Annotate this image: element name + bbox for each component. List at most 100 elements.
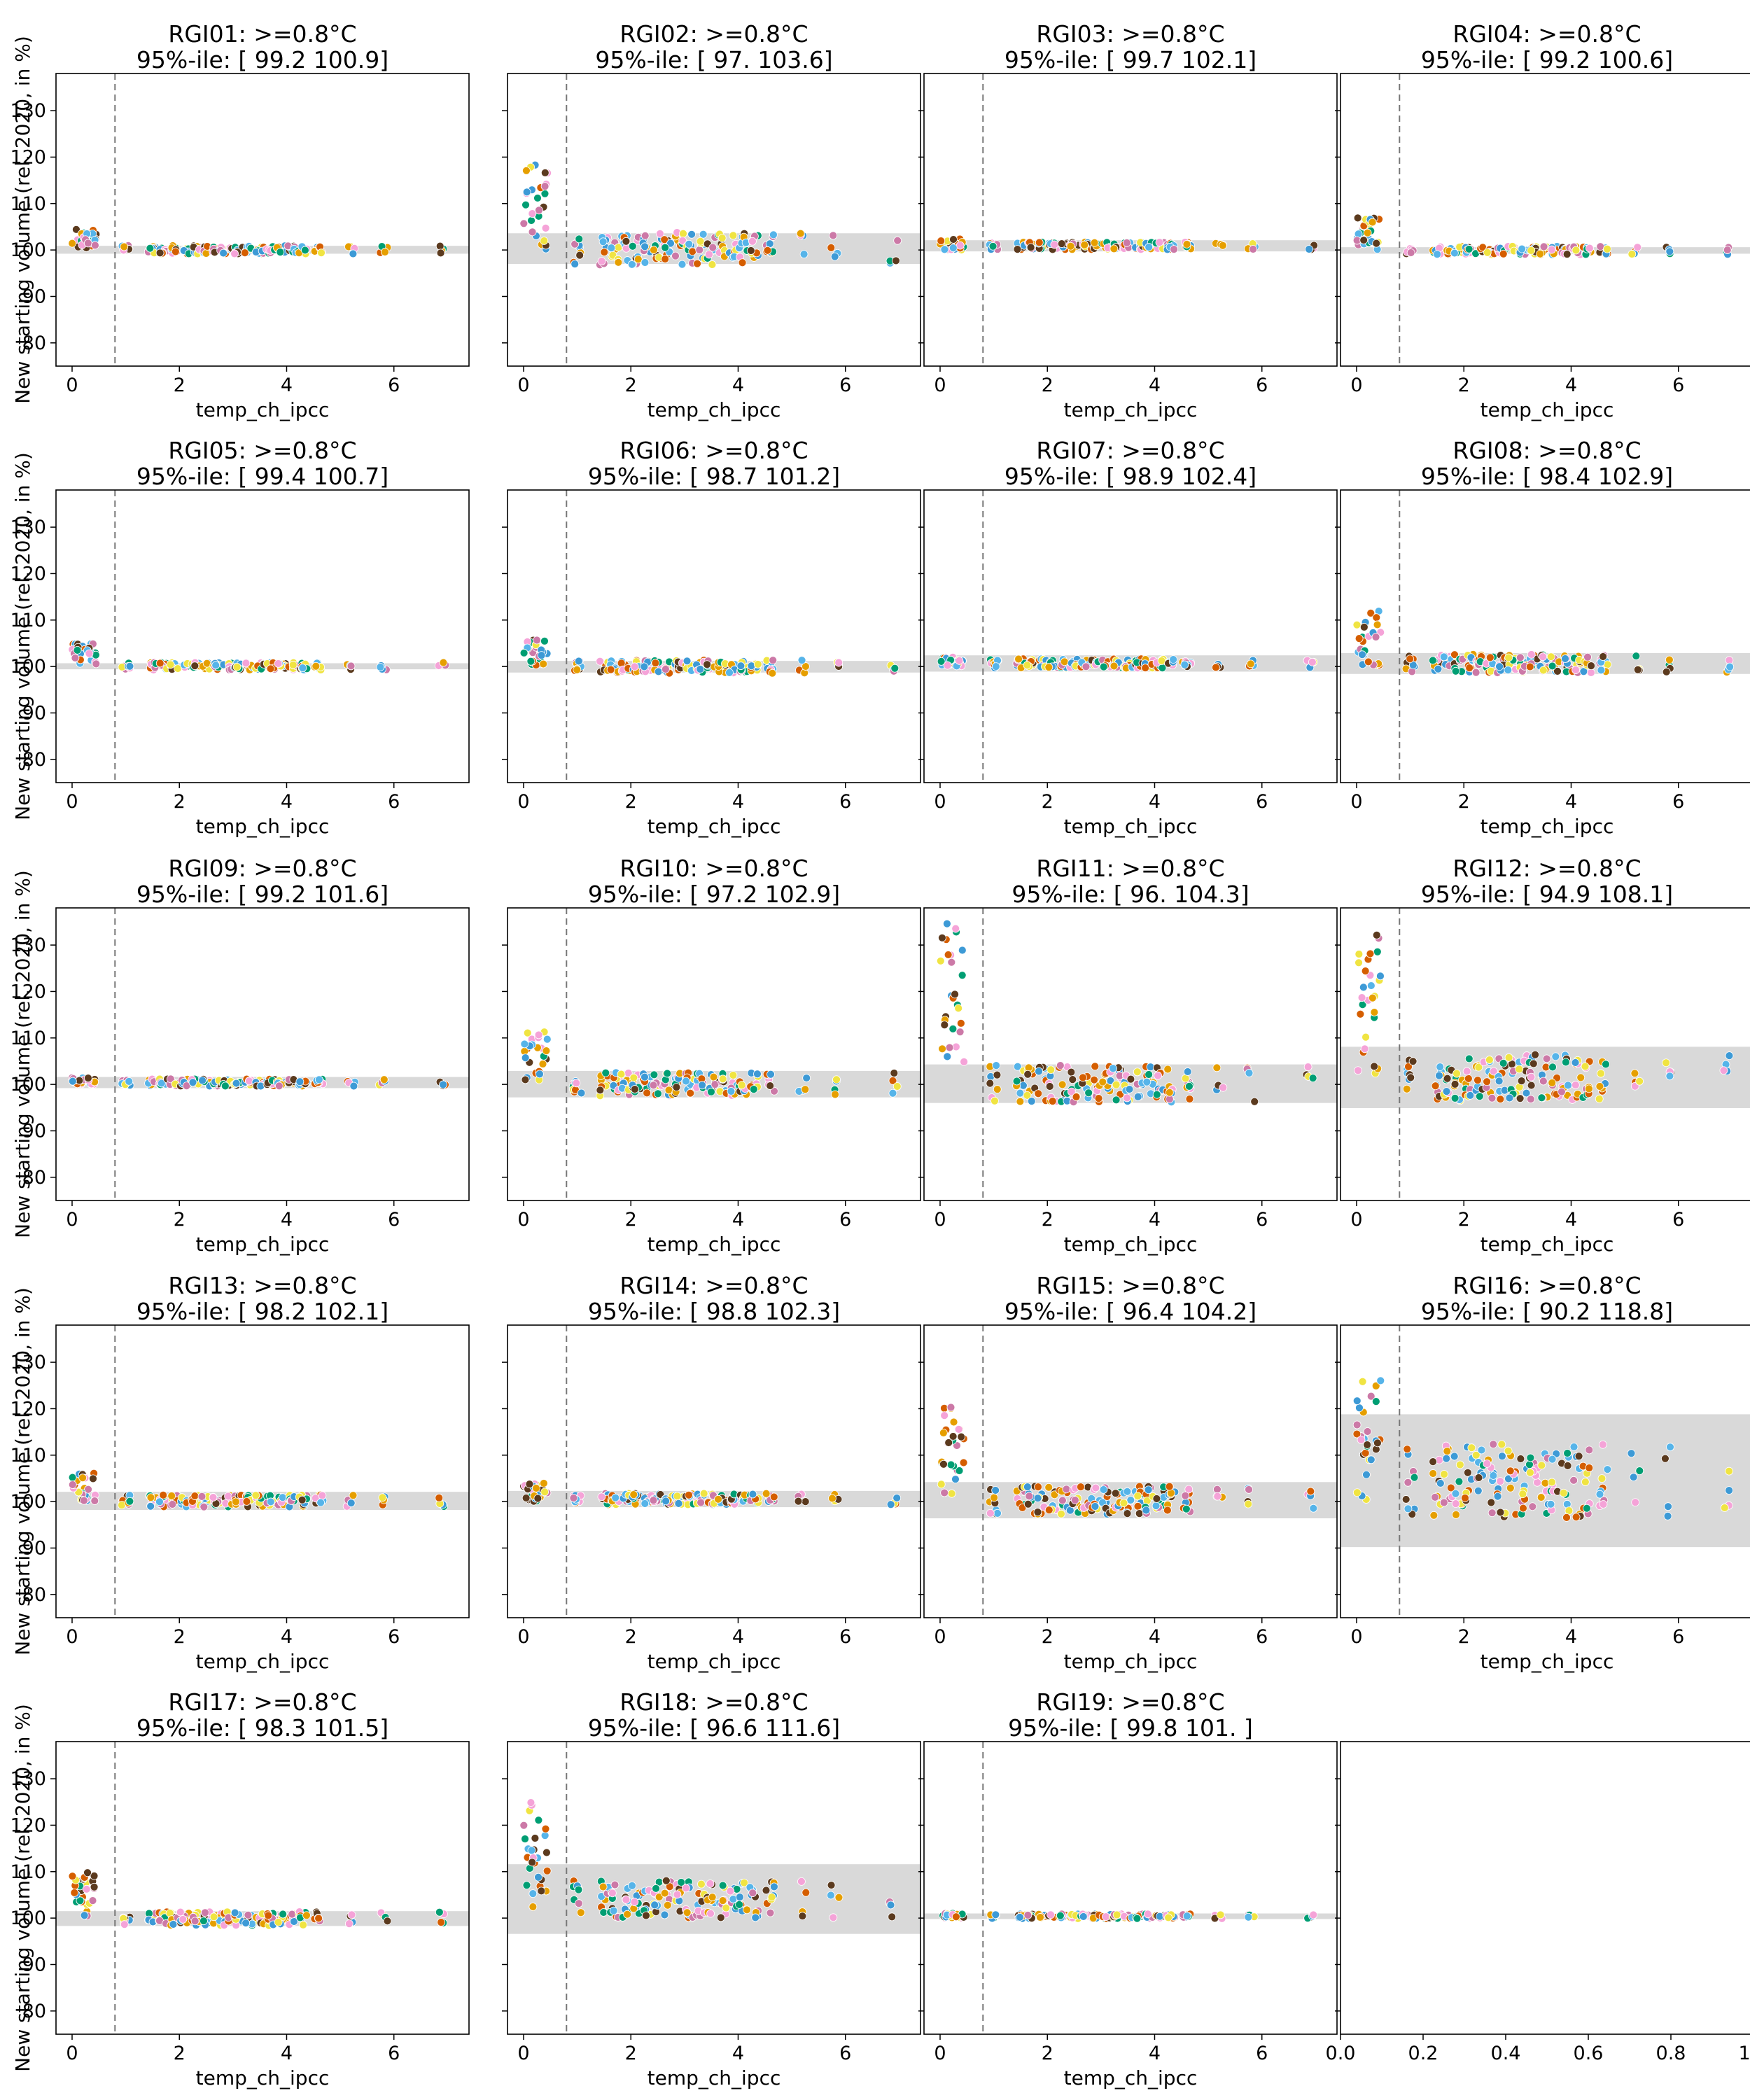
data-point: [1462, 1067, 1471, 1076]
data-point: [1372, 239, 1381, 248]
data-point: [240, 248, 249, 258]
data-point: [68, 1480, 77, 1489]
x-tick-label: 6: [839, 1626, 851, 1648]
data-point: [799, 250, 808, 259]
subplot-subtitle: 95%-ile: [ 99.2 100.9]: [136, 46, 388, 74]
data-point: [1303, 1063, 1312, 1072]
data-point: [1016, 1097, 1025, 1106]
x-tick-label: 4: [281, 1626, 293, 1648]
data-point: [1581, 1478, 1590, 1486]
subplot-rgi06: RGI06: >=0.8°C95%-ile: [ 98.7 101.2] 0 2 4 6…: [502, 437, 921, 838]
data-point: [1489, 1471, 1498, 1480]
data-point: [1410, 1473, 1419, 1482]
data-point: [85, 649, 94, 658]
data-point: [1023, 661, 1032, 670]
data-point: [1572, 666, 1580, 674]
data-point: [1431, 1492, 1439, 1502]
data-point: [958, 946, 967, 955]
data-point: [890, 664, 899, 673]
data-point: [1548, 1078, 1557, 1087]
data-point: [993, 1070, 1002, 1079]
x-axis-label: temp_ch_ipcc: [1480, 398, 1614, 421]
scatter-points: [936, 234, 1318, 254]
subplot-subtitle: 95%-ile: [ 98.7 101.2]: [588, 463, 840, 490]
data-point: [622, 1895, 631, 1904]
data-point: [1558, 1087, 1566, 1096]
data-point: [947, 958, 956, 967]
data-point: [948, 244, 958, 253]
data-point: [1111, 1489, 1120, 1498]
data-point: [68, 239, 77, 248]
data-point: [1152, 1502, 1161, 1511]
data-point: [599, 1908, 608, 1917]
data-point: [627, 260, 636, 269]
data-point: [1440, 1470, 1448, 1478]
data-point: [696, 237, 705, 246]
data-point: [1354, 958, 1363, 967]
data-point: [986, 1508, 995, 1518]
y-axis-label: New starting volume (rel. 2020, in %): [11, 870, 34, 1238]
data-point: [78, 1474, 88, 1483]
x-axis-label: temp_ch_ipcc: [648, 1650, 781, 1673]
data-point: [737, 1081, 746, 1090]
data-point: [630, 1898, 639, 1906]
data-point: [535, 206, 543, 215]
data-point: [801, 1085, 810, 1094]
x-tick-label: 2: [1042, 374, 1054, 396]
subplot-subtitle: 95%-ile: [ 98.8 102.3]: [588, 1298, 840, 1325]
data-point: [827, 1881, 836, 1889]
data-point: [937, 1480, 946, 1489]
data-point: [1371, 633, 1380, 641]
data-point: [1571, 1058, 1580, 1067]
x-tick-label: 0: [1350, 791, 1362, 813]
data-point: [200, 1917, 208, 1926]
data-point: [718, 234, 727, 242]
x-tick-label: 4: [1565, 374, 1577, 396]
data-point: [540, 1488, 550, 1497]
x-tick-label: 4: [1149, 1626, 1161, 1648]
data-point: [1527, 1081, 1536, 1090]
data-point: [1569, 1443, 1578, 1451]
x-axis-label: temp_ch_ipcc: [648, 815, 781, 838]
x-tick-label: 0: [66, 1626, 78, 1648]
data-point: [1525, 662, 1534, 671]
data-point: [521, 1054, 530, 1063]
data-point: [1123, 1487, 1132, 1496]
data-point: [1023, 1499, 1032, 1508]
x-tick-label: 2: [1042, 791, 1054, 813]
data-point: [300, 246, 309, 255]
data-point: [298, 1495, 307, 1504]
data-point: [797, 656, 806, 665]
data-point: [1216, 1910, 1225, 1919]
data-point: [521, 1835, 529, 1843]
data-point: [1665, 247, 1674, 256]
data-point: [990, 1493, 999, 1502]
data-point: [574, 1885, 583, 1894]
data-point: [991, 1486, 1000, 1494]
data-point: [82, 1884, 91, 1893]
data-point: [682, 1908, 692, 1917]
x-tick-label: 2: [625, 791, 637, 813]
data-point: [1630, 1069, 1639, 1078]
data-point: [660, 235, 669, 244]
subplot-subtitle: 95%-ile: [ 97.2 102.9]: [588, 881, 840, 908]
data-point: [519, 648, 528, 657]
data-point: [435, 241, 444, 251]
data-point: [1182, 1912, 1191, 1921]
data-point: [940, 1021, 949, 1030]
data-point: [1133, 1068, 1142, 1077]
data-point: [1495, 662, 1504, 671]
data-point: [608, 1889, 617, 1898]
x-tick-label: 6: [388, 2043, 400, 2064]
data-point: [949, 1418, 958, 1427]
data-point: [437, 1918, 445, 1927]
data-point: [120, 242, 129, 251]
data-point: [1598, 1440, 1607, 1449]
data-point: [1023, 1070, 1032, 1079]
data-point: [1072, 1093, 1081, 1101]
data-point: [1364, 657, 1373, 666]
data-point: [1143, 1910, 1152, 1919]
subplot-title: RGI17: >=0.8°C: [168, 1688, 356, 1716]
data-point: [538, 1060, 547, 1068]
x-tick-label: 0.8: [1656, 2043, 1686, 2064]
